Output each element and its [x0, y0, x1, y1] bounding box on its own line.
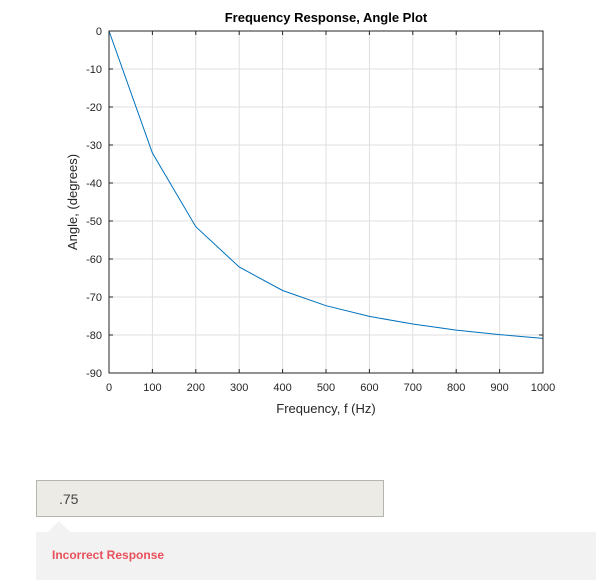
y-tick-label: -80: [86, 330, 102, 342]
x-tick-label: 300: [230, 382, 248, 394]
y-tick-label: 0: [96, 26, 102, 38]
x-tick-label: 600: [360, 382, 378, 394]
plot-area-frame: [108, 30, 544, 374]
chart-ticks: 0 100 200 300 400 500 600 700 800 900 1000 0 -10 -20 -…: [86, 26, 555, 394]
x-axis-label: Frequency, f (Hz): [276, 401, 375, 416]
x-tick-label: 500: [317, 382, 335, 394]
y-tick-label: -10: [86, 64, 102, 76]
feedback-message: Incorrect Response: [52, 548, 165, 562]
x-tick-label: 400: [273, 382, 291, 394]
x-tick-label: 700: [404, 382, 422, 394]
frequency-response-chart: 0 100 200 300 400 500 600 700 800 900 1000 0 -10 -20 -…: [65, 10, 555, 416]
x-tick-label: 0: [106, 382, 112, 394]
series-line: [108, 30, 544, 339]
y-axis-label: Angle, (degrees): [65, 154, 80, 250]
answer-input[interactable]: [36, 480, 384, 517]
x-tick-label: 800: [447, 382, 465, 394]
chart-title: Frequency Response, Angle Plot: [225, 10, 428, 25]
y-tick-label: -90: [86, 368, 102, 380]
x-tick-label: 900: [490, 382, 508, 394]
x-tick-label: 200: [187, 382, 205, 394]
y-tick-label: -20: [86, 102, 102, 114]
y-tick-label: -40: [86, 178, 102, 190]
x-tick-label: 100: [143, 382, 161, 394]
chart-series: [108, 30, 544, 339]
y-tick-label: -50: [86, 216, 102, 228]
y-tick-label: -70: [86, 292, 102, 304]
y-tick-label: -30: [86, 140, 102, 152]
feedback-pointer: [48, 521, 70, 532]
y-tick-label: -60: [86, 254, 102, 266]
chart-grid: [108, 30, 544, 374]
x-tick-label: 1000: [531, 382, 555, 394]
feedback-panel: Incorrect Response: [36, 532, 596, 580]
